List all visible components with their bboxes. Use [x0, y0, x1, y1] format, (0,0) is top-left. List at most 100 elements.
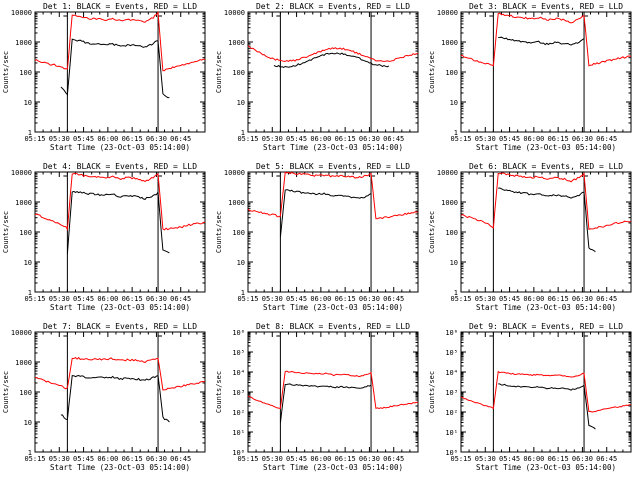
x-tick-label: 05:15: [450, 295, 471, 303]
x-tick-label: 06:00: [97, 295, 118, 303]
event-rate-line: [498, 36, 585, 46]
x-tick-label: 06:45: [170, 295, 191, 303]
lld-rate-line: [247, 370, 419, 410]
y-axis-label: Counts/sec: [215, 371, 223, 413]
x-tick-label: 05:15: [24, 135, 45, 143]
y-axis-label: Counts/sec: [2, 211, 10, 253]
y-tick-label: 10⁰: [232, 449, 245, 457]
y-axis-label: Counts/sec: [428, 51, 436, 93]
chart-panel-4: Det 4: BLACK = Events, RED = LLD 1 10 100 10…: [2, 162, 206, 312]
chart-panel-2: Det 2: BLACK = Events, RED = LLD 1 10 100 10…: [215, 2, 419, 152]
y-tick-label: 10: [450, 99, 458, 107]
x-tick-label: 06:00: [310, 135, 331, 143]
y-tick-label: 10⁴: [232, 369, 245, 377]
x-axis-label: Start Time (23-Oct-03 05:14:00): [50, 303, 190, 312]
x-tick-label: 05:45: [286, 135, 307, 143]
y-tick-label: 10³: [445, 389, 458, 397]
x-tick-label: 06:00: [97, 455, 118, 463]
y-tick-label: 10000: [437, 169, 458, 177]
lld-rate-line: [460, 12, 632, 67]
y-axis-label: Counts/sec: [215, 211, 223, 253]
y-axis-label: Counts/sec: [2, 51, 10, 93]
x-tick-label: 06:15: [548, 295, 569, 303]
x-tick-label: 05:45: [286, 295, 307, 303]
chart-title: Det 5: BLACK = Events, RED = LLD: [256, 162, 410, 171]
y-tick-label: 10000: [11, 9, 32, 17]
x-tick-label: 05:30: [262, 135, 283, 143]
x-tick-label: 06:30: [359, 135, 380, 143]
x-tick-label: 06:00: [523, 135, 544, 143]
x-tick-label: 06:30: [572, 295, 593, 303]
lld-rate-line: [247, 45, 419, 62]
y-tick-label: 100: [19, 69, 32, 77]
x-axis-label: Start Time (23-Oct-03 05:14:00): [263, 143, 403, 152]
x-tick-label: 05:30: [49, 135, 70, 143]
y-tick-label: 100: [19, 229, 32, 237]
x-tick-label: 06:45: [596, 455, 617, 463]
y-tick-label: 10: [24, 259, 32, 267]
y-tick-label: 10000: [11, 329, 32, 337]
x-tick-label: 05:45: [499, 455, 520, 463]
x-tick-label: 05:15: [24, 295, 45, 303]
x-tick-label: 05:45: [73, 295, 94, 303]
chart-panel-3: Det 3: BLACK = Events, RED = LLD 1 10 100 10…: [428, 2, 632, 152]
y-tick-label: 100: [232, 69, 245, 77]
x-tick-label: 06:45: [383, 295, 404, 303]
x-tick-label: 06:00: [523, 295, 544, 303]
x-tick-label: 06:15: [122, 295, 143, 303]
x-tick-label: 06:00: [523, 455, 544, 463]
x-tick-label: 06:00: [310, 455, 331, 463]
y-tick-label: 1000: [441, 199, 458, 207]
event-rate-line: [498, 383, 596, 430]
event-rate-line: [498, 187, 596, 253]
y-tick-label: 10000: [224, 9, 245, 17]
x-tick-label: 06:45: [596, 135, 617, 143]
event-rate-line: [279, 189, 372, 237]
x-tick-label: 05:45: [499, 135, 520, 143]
y-tick-label: 1: [241, 289, 245, 297]
x-tick-label: 06:15: [335, 135, 356, 143]
x-tick-label: 05:15: [24, 455, 45, 463]
x-tick-label: 05:15: [450, 455, 471, 463]
x-tick-label: 05:15: [237, 295, 258, 303]
x-tick-label: 06:45: [383, 135, 404, 143]
x-tick-label: 05:45: [286, 455, 307, 463]
y-tick-label: 10: [24, 419, 32, 427]
chart-panel-8: Det 8: BLACK = Events, RED = LLD 10⁰ 10¹ 10…: [215, 322, 419, 472]
y-tick-label: 10: [24, 99, 32, 107]
x-tick-label: 06:30: [359, 455, 380, 463]
x-axis-label: Start Time (23-Oct-03 05:14:00): [50, 463, 190, 472]
y-tick-label: 10⁴: [445, 369, 458, 377]
lld-rate-line: [460, 172, 632, 230]
y-tick-label: 10⁵: [445, 349, 458, 357]
x-axis-label: Start Time (23-Oct-03 05:14:00): [263, 303, 403, 312]
y-tick-label: 1: [454, 129, 458, 137]
x-axis-label: Start Time (23-Oct-03 05:14:00): [476, 143, 616, 152]
x-tick-label: 05:45: [73, 135, 94, 143]
x-tick-label: 06:30: [359, 295, 380, 303]
y-tick-label: 1: [454, 289, 458, 297]
y-tick-label: 10²: [232, 409, 245, 417]
y-axis-label: Counts/sec: [215, 51, 223, 93]
chart-title: Det 8: BLACK = Events, RED = LLD: [256, 322, 410, 331]
y-axis-label: Counts/sec: [428, 371, 436, 413]
lld-rate-line: [34, 356, 206, 391]
x-tick-label: 06:45: [383, 455, 404, 463]
x-tick-label: 06:45: [170, 455, 191, 463]
x-axis-label: Start Time (23-Oct-03 05:14:00): [476, 463, 616, 472]
event-rate-line: [279, 383, 372, 423]
y-tick-label: 1000: [15, 359, 32, 367]
chart-title: Det 2: BLACK = Events, RED = LLD: [256, 2, 410, 11]
x-tick-label: 06:15: [548, 135, 569, 143]
lld-rate-line: [460, 370, 632, 413]
lld-rate-line: [34, 11, 206, 72]
chart-title: Det 6: BLACK = Events, RED = LLD: [469, 162, 623, 171]
x-tick-label: 06:00: [310, 295, 331, 303]
x-tick-label: 05:45: [73, 455, 94, 463]
y-tick-label: 1000: [15, 39, 32, 47]
y-axis-label: Counts/sec: [428, 211, 436, 253]
x-tick-label: 06:15: [122, 455, 143, 463]
event-rate-line: [60, 374, 170, 423]
event-rate-line: [66, 190, 170, 254]
x-tick-label: 05:30: [49, 455, 70, 463]
